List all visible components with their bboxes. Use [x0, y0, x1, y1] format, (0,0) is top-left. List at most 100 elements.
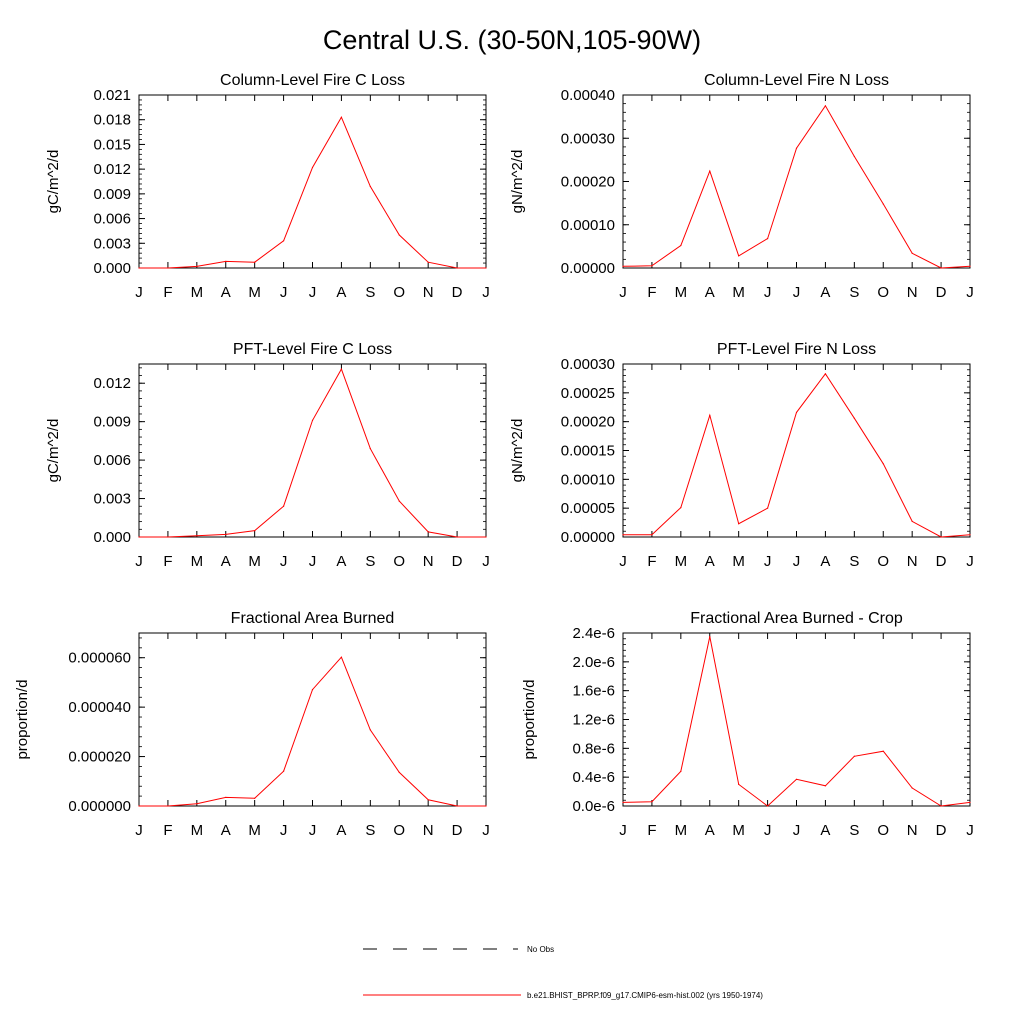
- x-tick-label: J: [135, 284, 143, 301]
- x-tick-label: F: [163, 822, 172, 839]
- x-tick-label: N: [423, 284, 434, 301]
- plot-frame: [138, 632, 487, 807]
- data-point: [340, 116, 343, 118]
- y-tick-label: 0.00005: [561, 500, 615, 517]
- data-point: [254, 797, 256, 799]
- data-point: [456, 536, 458, 538]
- data-point: [680, 506, 682, 509]
- data-point: [311, 419, 314, 421]
- series-line: [622, 636, 971, 807]
- plot-frame: [622, 94, 971, 269]
- data-point: [167, 536, 169, 538]
- data-point: [138, 536, 140, 538]
- x-tick-label: N: [907, 284, 918, 301]
- x-tick-label: D: [936, 553, 947, 570]
- data-point: [254, 529, 256, 532]
- x-tick-label: J: [482, 822, 490, 839]
- data-point: [766, 237, 769, 240]
- y-tick-label: 0.000: [93, 529, 131, 546]
- x-tick-label: M: [732, 822, 745, 839]
- data-point: [738, 255, 740, 257]
- x-tick-label: A: [820, 284, 830, 301]
- x-tick-label: M: [732, 284, 745, 301]
- y-tick-label: 1.6e-6: [572, 683, 615, 700]
- x-tick-label: J: [482, 284, 490, 301]
- data-point: [680, 770, 682, 773]
- data-point: [766, 507, 769, 509]
- data-point: [651, 534, 653, 536]
- y-tick-label: 0.006: [93, 452, 131, 469]
- x-tick-label: A: [221, 553, 231, 570]
- panel-title: PFT-Level Fire N Loss: [717, 341, 876, 358]
- data-point: [167, 267, 169, 269]
- data-point: [622, 534, 624, 536]
- y-tick-label: 0.000020: [68, 749, 131, 766]
- chart-panel: Column-Level Fire C Loss gC/m^2/d 0.000 0.0…: [45, 72, 490, 301]
- x-tick-label: A: [820, 822, 830, 839]
- y-tick-label: 0.0e-6: [572, 798, 615, 815]
- data-point: [225, 796, 227, 798]
- y-axis-label: gN/m^2/d: [509, 150, 526, 214]
- y-tick-label: 0.012: [93, 161, 131, 178]
- x-tick-label: J: [280, 822, 288, 839]
- data-point: [167, 805, 169, 807]
- series-line: [139, 116, 486, 269]
- y-tick-label: 0.018: [93, 112, 131, 129]
- x-tick-label: J: [619, 822, 627, 839]
- x-tick-label: F: [647, 553, 656, 570]
- data-point: [622, 265, 624, 267]
- x-tick-label: N: [423, 822, 434, 839]
- plot-frame: [622, 632, 971, 807]
- x-tick-label: S: [365, 553, 375, 570]
- x-tick-label: M: [191, 822, 204, 839]
- data-point: [138, 805, 140, 807]
- data-point: [485, 267, 487, 269]
- data-point: [254, 261, 256, 263]
- data-point: [940, 805, 942, 807]
- y-tick-label: 0.021: [93, 87, 131, 104]
- x-tick-label: J: [764, 822, 772, 839]
- y-axis-label: proportion/d: [14, 679, 31, 759]
- series-line: [623, 372, 971, 538]
- legend: No Obs b.e21.BHIST_BPRP.f09_g17.CMIP6-es…: [363, 945, 763, 1000]
- data-point: [225, 533, 227, 536]
- x-tick-label: A: [705, 553, 715, 570]
- data-point: [795, 778, 798, 780]
- x-tick-label: M: [248, 284, 261, 301]
- chart-panel: Fractional Area Burned - Crop proportion/…: [521, 610, 974, 839]
- data-point: [196, 535, 198, 537]
- x-tick-label: A: [221, 822, 231, 839]
- y-tick-label: 0.00010: [561, 471, 615, 488]
- x-tick-label: J: [135, 822, 143, 839]
- y-tick-label: 0.000000: [68, 798, 131, 815]
- data-point: [282, 770, 285, 772]
- x-tick-label: S: [365, 822, 375, 839]
- x-tick-label: A: [336, 553, 346, 570]
- x-tick-label: J: [619, 553, 627, 570]
- x-tick-label: A: [221, 284, 231, 301]
- y-axis-label: gC/m^2/d: [45, 150, 62, 214]
- series-line: [139, 656, 486, 807]
- data-point: [709, 170, 711, 172]
- data-point: [398, 771, 400, 773]
- y-tick-label: 0.00015: [561, 443, 615, 460]
- x-tick-label: F: [163, 284, 172, 301]
- chart-panel: Column-Level Fire N Loss gN/m^2/d 0.00000 0…: [509, 72, 974, 301]
- x-tick-label: J: [793, 822, 801, 839]
- data-point: [427, 531, 429, 533]
- y-tick-label: 0.00040: [561, 87, 615, 104]
- data-point: [485, 805, 487, 807]
- plot-frame: [138, 363, 487, 538]
- plot-frame: [138, 94, 487, 269]
- panel-title: Column-Level Fire C Loss: [220, 72, 405, 89]
- x-tick-label: J: [309, 553, 317, 570]
- data-point: [196, 803, 198, 805]
- series-line: [622, 104, 971, 269]
- x-tick-label: J: [619, 284, 627, 301]
- data-point: [282, 240, 285, 242]
- data-point: [651, 265, 653, 267]
- x-tick-label: A: [820, 553, 830, 570]
- data-point: [911, 252, 913, 254]
- y-tick-label: 0.00025: [561, 385, 615, 402]
